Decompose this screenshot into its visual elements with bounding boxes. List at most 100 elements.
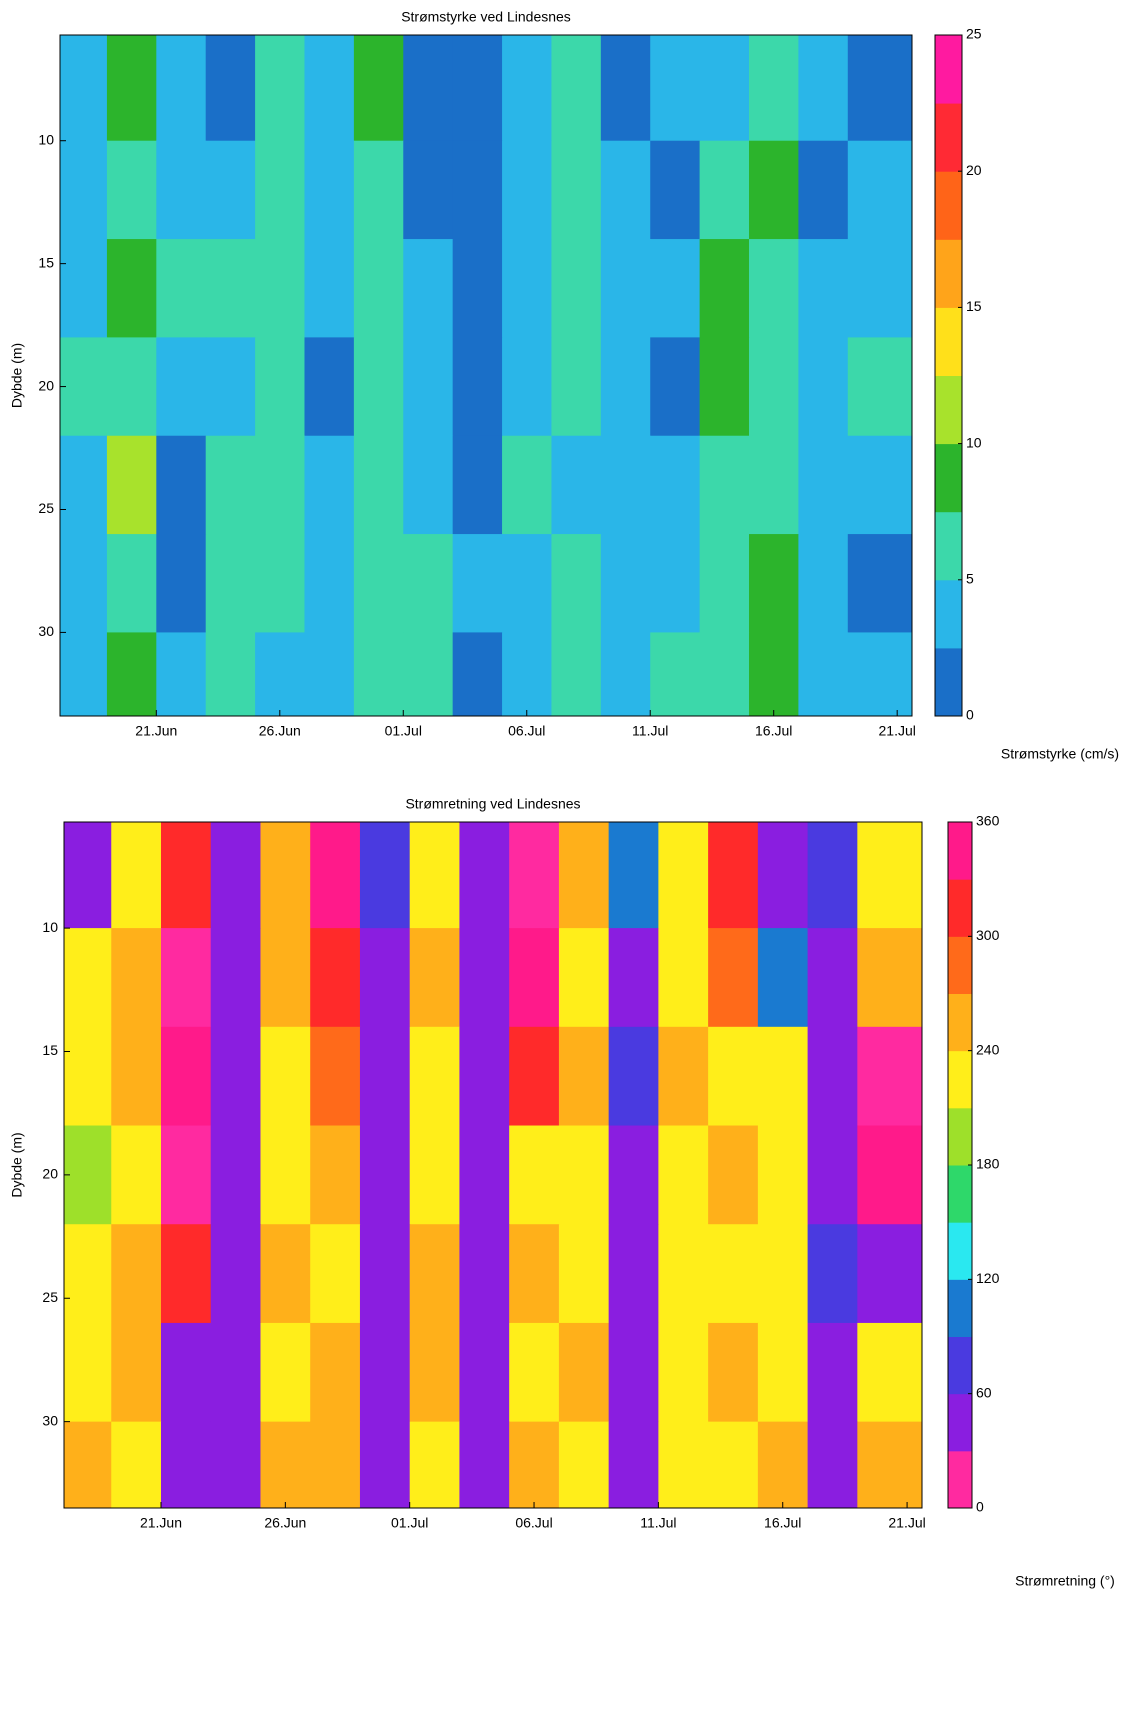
x-tick-label: 26.Jun xyxy=(259,723,301,739)
heatmap-cell xyxy=(807,1322,858,1423)
y-axis-label: Dybde (m) xyxy=(9,1132,25,1197)
heatmap-cell xyxy=(798,35,849,142)
x-tick-label: 11.Jul xyxy=(640,1515,676,1531)
colorbar-tick-label: 60 xyxy=(976,1384,992,1400)
heatmap-cell xyxy=(310,1421,361,1509)
heatmap-cell xyxy=(111,822,162,929)
heatmap-cell xyxy=(857,1125,923,1225)
x-tick-label: 21.Jun xyxy=(140,1515,182,1531)
heatmap-cell xyxy=(403,239,454,338)
heatmap-cell xyxy=(310,928,361,1028)
heatmap-cell xyxy=(551,239,602,338)
heatmap-cell xyxy=(650,35,701,142)
heatmap-cell xyxy=(205,35,256,142)
heatmap-cell xyxy=(847,140,913,240)
heatmap-cell xyxy=(509,1125,560,1225)
heatmap-cell xyxy=(452,140,503,240)
heatmap-cell xyxy=(403,435,454,535)
chart-title: Strømretning ved Lindesnes xyxy=(405,796,580,812)
heatmap-cell xyxy=(502,435,552,535)
heatmap-cell xyxy=(205,140,256,240)
colorbar-segment xyxy=(935,443,962,513)
heatmap-cell xyxy=(106,35,157,142)
colorbar-tick-label: 25 xyxy=(966,26,982,42)
heatmap-cell xyxy=(847,534,913,633)
heatmap-cell xyxy=(807,822,858,929)
heatmap-cell xyxy=(353,239,404,338)
colorbar-segment xyxy=(948,1050,972,1109)
heatmap-cell xyxy=(359,1421,411,1509)
colorbar-segment xyxy=(948,1107,972,1166)
heatmap-cell xyxy=(359,928,411,1028)
heatmap-cell xyxy=(156,435,207,535)
heatmap-cell xyxy=(156,140,207,240)
heatmap-cell xyxy=(409,1125,460,1225)
heatmap-cell xyxy=(708,928,759,1028)
heatmap-cell xyxy=(205,337,256,437)
heatmap-cell xyxy=(807,1026,858,1127)
colorbar-segment xyxy=(935,375,962,445)
heatmap-cell xyxy=(255,435,305,535)
heatmap-cell xyxy=(509,1026,560,1127)
heatmap-cell xyxy=(757,1421,809,1509)
heatmap-cell xyxy=(452,35,503,142)
heatmap-cell xyxy=(64,928,112,1028)
heatmap-cell xyxy=(699,140,750,240)
heatmap-cell xyxy=(558,928,610,1028)
heatmap-cell xyxy=(359,822,411,929)
heatmap-cell xyxy=(255,534,305,633)
heatmap-cell xyxy=(60,337,108,437)
heatmap-cell xyxy=(452,337,503,437)
colorbar-segment xyxy=(935,103,962,172)
heatmap-cell xyxy=(757,1125,809,1225)
heatmap-cell xyxy=(459,1125,510,1225)
heatmap-cell xyxy=(111,1421,162,1509)
heatmap-cell xyxy=(409,822,460,929)
heatmap-cell xyxy=(757,822,809,929)
heatmap-cell xyxy=(509,822,560,929)
heatmap-cell xyxy=(64,822,112,929)
heatmap-cell xyxy=(551,337,602,437)
heatmap-cell xyxy=(857,1322,923,1423)
heatmap-cell xyxy=(260,1421,311,1509)
heatmap-cell xyxy=(708,1026,759,1127)
heatmap-cell xyxy=(111,928,162,1028)
heatmap-cell xyxy=(757,928,809,1028)
heatmap-cell xyxy=(608,1026,659,1127)
heatmap-cell xyxy=(403,632,454,717)
heatmap-cell xyxy=(749,435,799,535)
heatmap-cell xyxy=(600,435,651,535)
heatmap-cell xyxy=(310,1026,361,1127)
heatmap-cell xyxy=(353,35,404,142)
heatmap-cell xyxy=(60,35,108,142)
heatmap-cell xyxy=(798,239,849,338)
heatmap-cell xyxy=(310,1322,361,1423)
heatmap-cell xyxy=(156,35,207,142)
colorbar-segment xyxy=(948,822,972,880)
heatmap-cell xyxy=(156,632,207,717)
x-tick-label: 16.Jul xyxy=(764,1515,801,1531)
colorbar-tick-label: 10 xyxy=(966,434,982,450)
heatmap-cell xyxy=(64,1125,112,1225)
heatmap-cell xyxy=(353,632,404,717)
heatmap-cell xyxy=(64,1026,112,1127)
heatmap-cell xyxy=(403,35,454,142)
heatmap-cell xyxy=(205,632,256,717)
x-tick-label: 16.Jul xyxy=(755,723,792,739)
heatmap-cell xyxy=(757,1224,809,1324)
heatmap-cell xyxy=(304,239,355,338)
heatmap-cell xyxy=(255,632,305,717)
heatmap-cell xyxy=(749,632,799,717)
heatmap-cell xyxy=(502,239,552,338)
heatmap-cell xyxy=(359,1224,411,1324)
heatmap-cell xyxy=(106,337,157,437)
heatmap-cell xyxy=(459,1421,510,1509)
colorbar-segment xyxy=(948,879,972,937)
colorbar-tick-label: 360 xyxy=(976,813,1000,829)
heatmap-cell xyxy=(106,140,157,240)
heatmap-cell xyxy=(551,534,602,633)
heatmap-cell xyxy=(608,1224,659,1324)
heatmap-cell xyxy=(64,1421,112,1509)
heatmap-cell xyxy=(60,632,108,717)
colorbar-segment xyxy=(948,1279,972,1337)
